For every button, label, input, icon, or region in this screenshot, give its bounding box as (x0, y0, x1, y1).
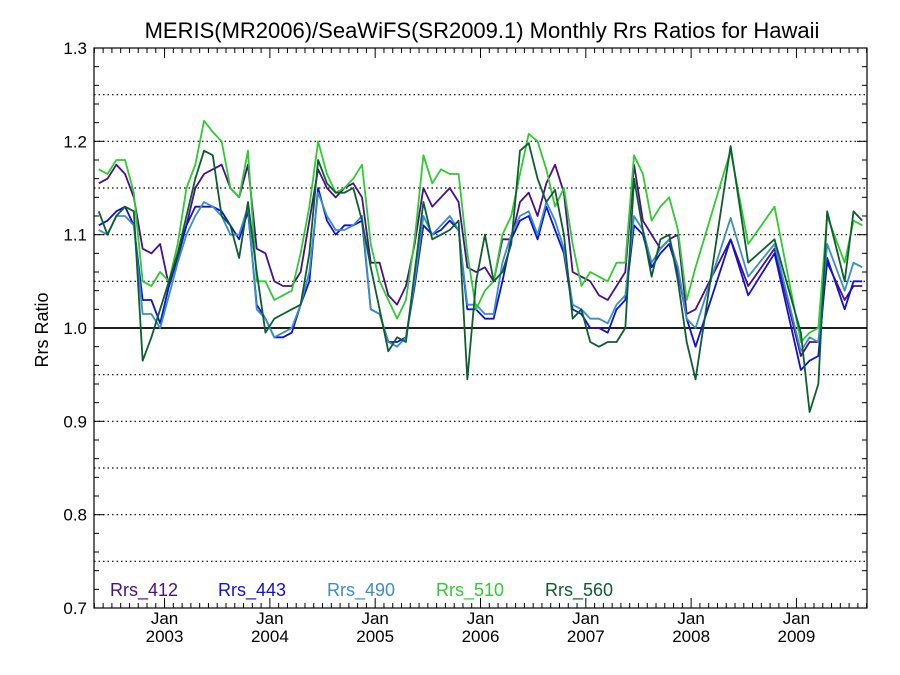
x-tick-label-year: 2006 (462, 627, 500, 646)
y-tick-label: 1.1 (63, 226, 87, 245)
y-tick-label: 0.9 (63, 412, 87, 431)
series-lines (97, 119, 863, 413)
y-axis-label: Rrs Ratio (32, 292, 52, 367)
x-tick-label-month: Jan (467, 609, 494, 628)
series-line-rrs-510 (98, 119, 863, 343)
legend: Rrs_412 Rrs_443 Rrs_490 Rrs_510 Rrs_560 (110, 580, 613, 601)
x-tick-label-year: 2003 (146, 627, 184, 646)
legend-item-rrs-510: Rrs_510 (436, 580, 504, 601)
x-tick-label-year: 2008 (672, 627, 710, 646)
y-tick-label: 1.3 (63, 39, 87, 58)
chart-title: MERIS(MR2006)/SeaWiFS(SR2009.1) Monthly … (145, 18, 820, 43)
x-tick-label-month: Jan (572, 609, 599, 628)
x-tick-label-year: 2009 (778, 627, 816, 646)
x-tick-label-year: 2005 (356, 627, 394, 646)
x-tick-label-month: Jan (677, 609, 704, 628)
legend-item-rrs-412: Rrs_412 (110, 580, 178, 601)
legend-item-rrs-443: Rrs_443 (218, 580, 286, 601)
axes: 0.70.80.91.01.11.21.3Jan2003Jan2004Jan20… (63, 39, 868, 646)
x-tick-label-month: Jan (256, 609, 283, 628)
y-tick-label: 0.7 (63, 599, 87, 618)
legend-item-rrs-560: Rrs_560 (545, 580, 613, 601)
y-tick-label: 1.2 (63, 132, 87, 151)
x-tick-label-year: 2007 (567, 627, 605, 646)
x-tick-label-month: Jan (783, 609, 810, 628)
x-tick-label-year: 2004 (251, 627, 289, 646)
y-tick-label: 1.0 (63, 319, 87, 338)
x-tick-label-month: Jan (361, 609, 388, 628)
legend-item-rrs-490: Rrs_490 (327, 580, 395, 601)
series-line-rrs-560 (97, 142, 863, 413)
y-tick-label: 0.8 (63, 506, 87, 525)
x-tick-label-month: Jan (151, 609, 178, 628)
